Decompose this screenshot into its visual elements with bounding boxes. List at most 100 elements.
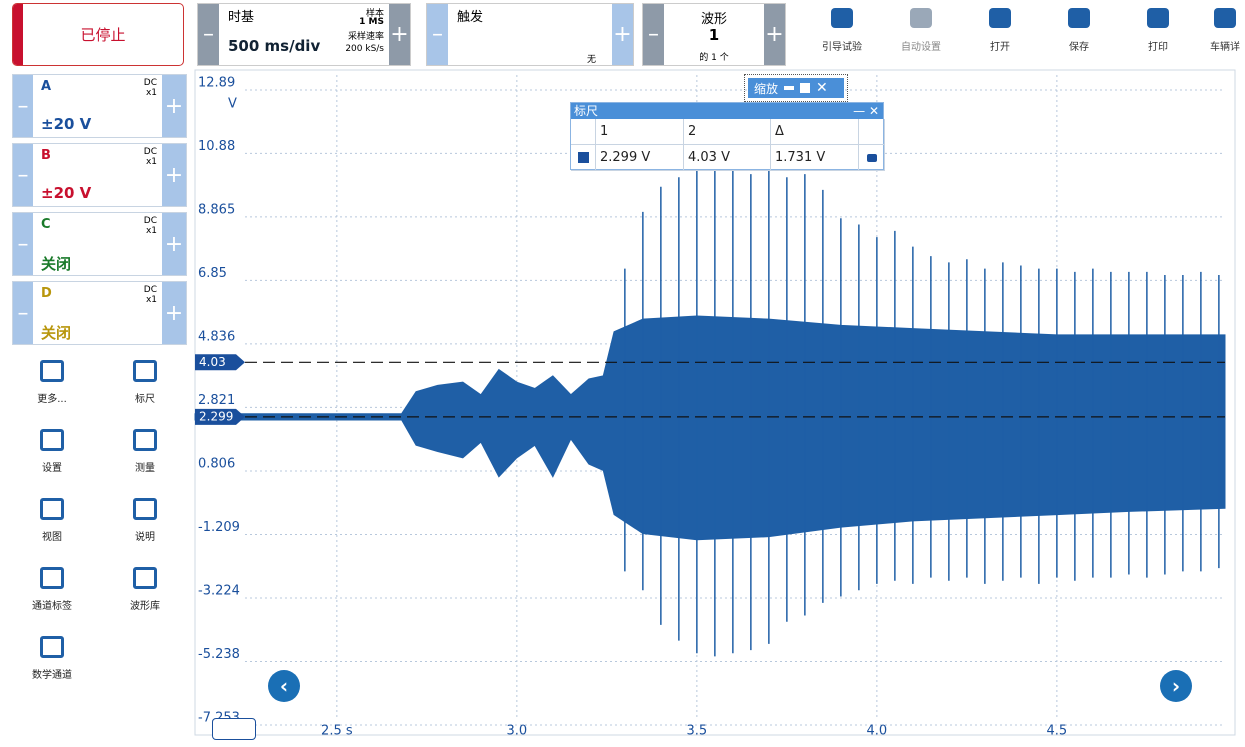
channel-coupling: DC <box>143 285 157 295</box>
minus-button[interactable]: – <box>643 4 664 65</box>
channel-name: D <box>41 286 52 301</box>
tool-label: 波形库 <box>130 601 160 612</box>
timebase-label: 时基 <box>228 10 255 25</box>
plus-button[interactable]: + <box>162 213 186 275</box>
button-icon <box>1214 8 1236 28</box>
channel-card: – + A DC x1 ±20 V <box>12 74 187 138</box>
toolbar-button[interactable]: 打印 <box>1123 4 1193 53</box>
tool-button[interactable]: 标尺 <box>105 360 185 405</box>
tool-icon <box>40 498 64 520</box>
zoom-maximize[interactable] <box>800 83 811 93</box>
toolbar-button[interactable]: 保存 <box>1044 4 1114 53</box>
cell <box>571 119 596 145</box>
ruler-close[interactable]: — ✕ <box>853 104 879 118</box>
tool-button[interactable]: 更多... <box>12 360 92 405</box>
tool-label: 说明 <box>135 532 155 543</box>
plot-frame <box>194 69 1236 736</box>
rate-value: 200 kS/s <box>345 44 384 54</box>
tool-icon <box>133 567 157 589</box>
plus-button[interactable]: + <box>612 4 633 65</box>
plus-button[interactable]: + <box>162 144 186 206</box>
tool-button[interactable]: 设置 <box>12 429 92 474</box>
y-tick-label: -5.238 <box>198 647 240 662</box>
y-tick-label: 10.88 <box>198 139 235 154</box>
samples-label: 样本 <box>365 9 384 19</box>
ruler-value: 2.299 V <box>596 145 684 171</box>
channel-range: 关闭 <box>41 255 72 273</box>
y-tick-label: 12.89 <box>198 76 235 91</box>
button-label: 自动设置 <box>901 42 941 53</box>
tool-icon <box>133 429 157 451</box>
minus-button[interactable]: – <box>13 282 33 344</box>
prev-button[interactable]: ‹ <box>268 670 300 702</box>
y-unit: V <box>228 97 237 112</box>
channel-card: – + C DC x1 关闭 <box>12 212 187 276</box>
minus-button[interactable]: – <box>13 144 33 206</box>
y-tick-label: -3.224 <box>198 583 240 598</box>
channel-coupling: DC <box>143 147 157 157</box>
plus-button[interactable]: + <box>389 4 410 65</box>
status-text: 已停止 <box>80 26 126 44</box>
channel-range: ±20 V <box>41 184 92 202</box>
lock-icon[interactable] <box>866 153 877 162</box>
zoom-bar: 缩放 ✕ <box>748 78 844 98</box>
cursor-label: 2.299 <box>199 409 233 423</box>
ruler-header: 2 <box>684 119 771 145</box>
minus-button[interactable]: – <box>13 213 33 275</box>
cell <box>571 145 596 171</box>
status-button[interactable]: 已停止 <box>12 3 184 66</box>
cell <box>859 145 885 171</box>
minus-button[interactable]: – <box>13 75 33 137</box>
plus-button[interactable]: + <box>162 75 186 137</box>
tool-icon <box>40 429 64 451</box>
tool-label: 测量 <box>135 463 155 474</box>
tool-icon <box>40 567 64 589</box>
cursor-label: 4.03 <box>199 355 226 369</box>
minus-button[interactable]: – <box>427 4 448 65</box>
channel-range: ±20 V <box>41 115 92 133</box>
waveform-count: 的 1 个 <box>699 53 729 63</box>
channel-name: C <box>41 217 51 232</box>
x-tick-label: 4.0 <box>867 724 888 739</box>
channel-probe: x1 <box>145 226 157 236</box>
button-label: 打印 <box>1148 42 1168 53</box>
tool-button[interactable]: 测量 <box>105 429 185 474</box>
toolbar-button[interactable]: 自动设置 <box>886 4 956 53</box>
channel-coupling: DC <box>143 78 157 88</box>
tool-label: 通道标签 <box>32 601 72 612</box>
plus-button[interactable]: + <box>764 4 785 65</box>
zoom-close[interactable]: ✕ <box>816 80 828 96</box>
next-button[interactable]: › <box>1160 670 1192 702</box>
minus-button[interactable]: – <box>198 4 219 65</box>
y-tick-label: 2.821 <box>198 393 235 408</box>
toolbar-button[interactable]: 打开 <box>965 4 1035 53</box>
toolbar-button[interactable]: 引导试验 <box>807 4 877 53</box>
plus-button[interactable]: + <box>162 282 186 344</box>
zoom-box: 缩放 ✕ <box>744 74 848 102</box>
tool-button[interactable]: 数学通道 <box>12 636 92 681</box>
channel-probe: x1 <box>145 88 157 98</box>
tool-button[interactable]: 视图 <box>12 498 92 543</box>
tool-label: 视图 <box>42 532 62 543</box>
tool-icon <box>40 360 64 382</box>
ruler-value: 1.731 V <box>771 145 859 171</box>
timebase-control: – + 时基 500 ms/div 样本 1 MS 采样速率 200 kS/s <box>197 3 411 66</box>
toolbar-button[interactable]: 车辆详 <box>1190 4 1245 53</box>
channel-card: – + D DC x1 关闭 <box>12 281 187 345</box>
button-icon <box>989 8 1011 28</box>
trigger-mode: 无 <box>587 55 597 65</box>
y-tick-label: 0.806 <box>198 456 235 471</box>
tool-button[interactable]: 说明 <box>105 498 185 543</box>
tool-button[interactable]: 波形库 <box>105 567 185 612</box>
zoom-minimize[interactable] <box>784 86 795 90</box>
tool-button[interactable]: 通道标签 <box>12 567 92 612</box>
trigger-control: – + 触发 无 <box>426 3 634 66</box>
axis-handle[interactable] <box>212 718 256 740</box>
cell <box>859 119 885 145</box>
timebase-value: 500 ms/div <box>228 37 321 55</box>
tool-label: 数学通道 <box>32 670 72 681</box>
tool-label: 标尺 <box>135 394 155 405</box>
x-tick-label: 3.5 <box>687 724 708 739</box>
